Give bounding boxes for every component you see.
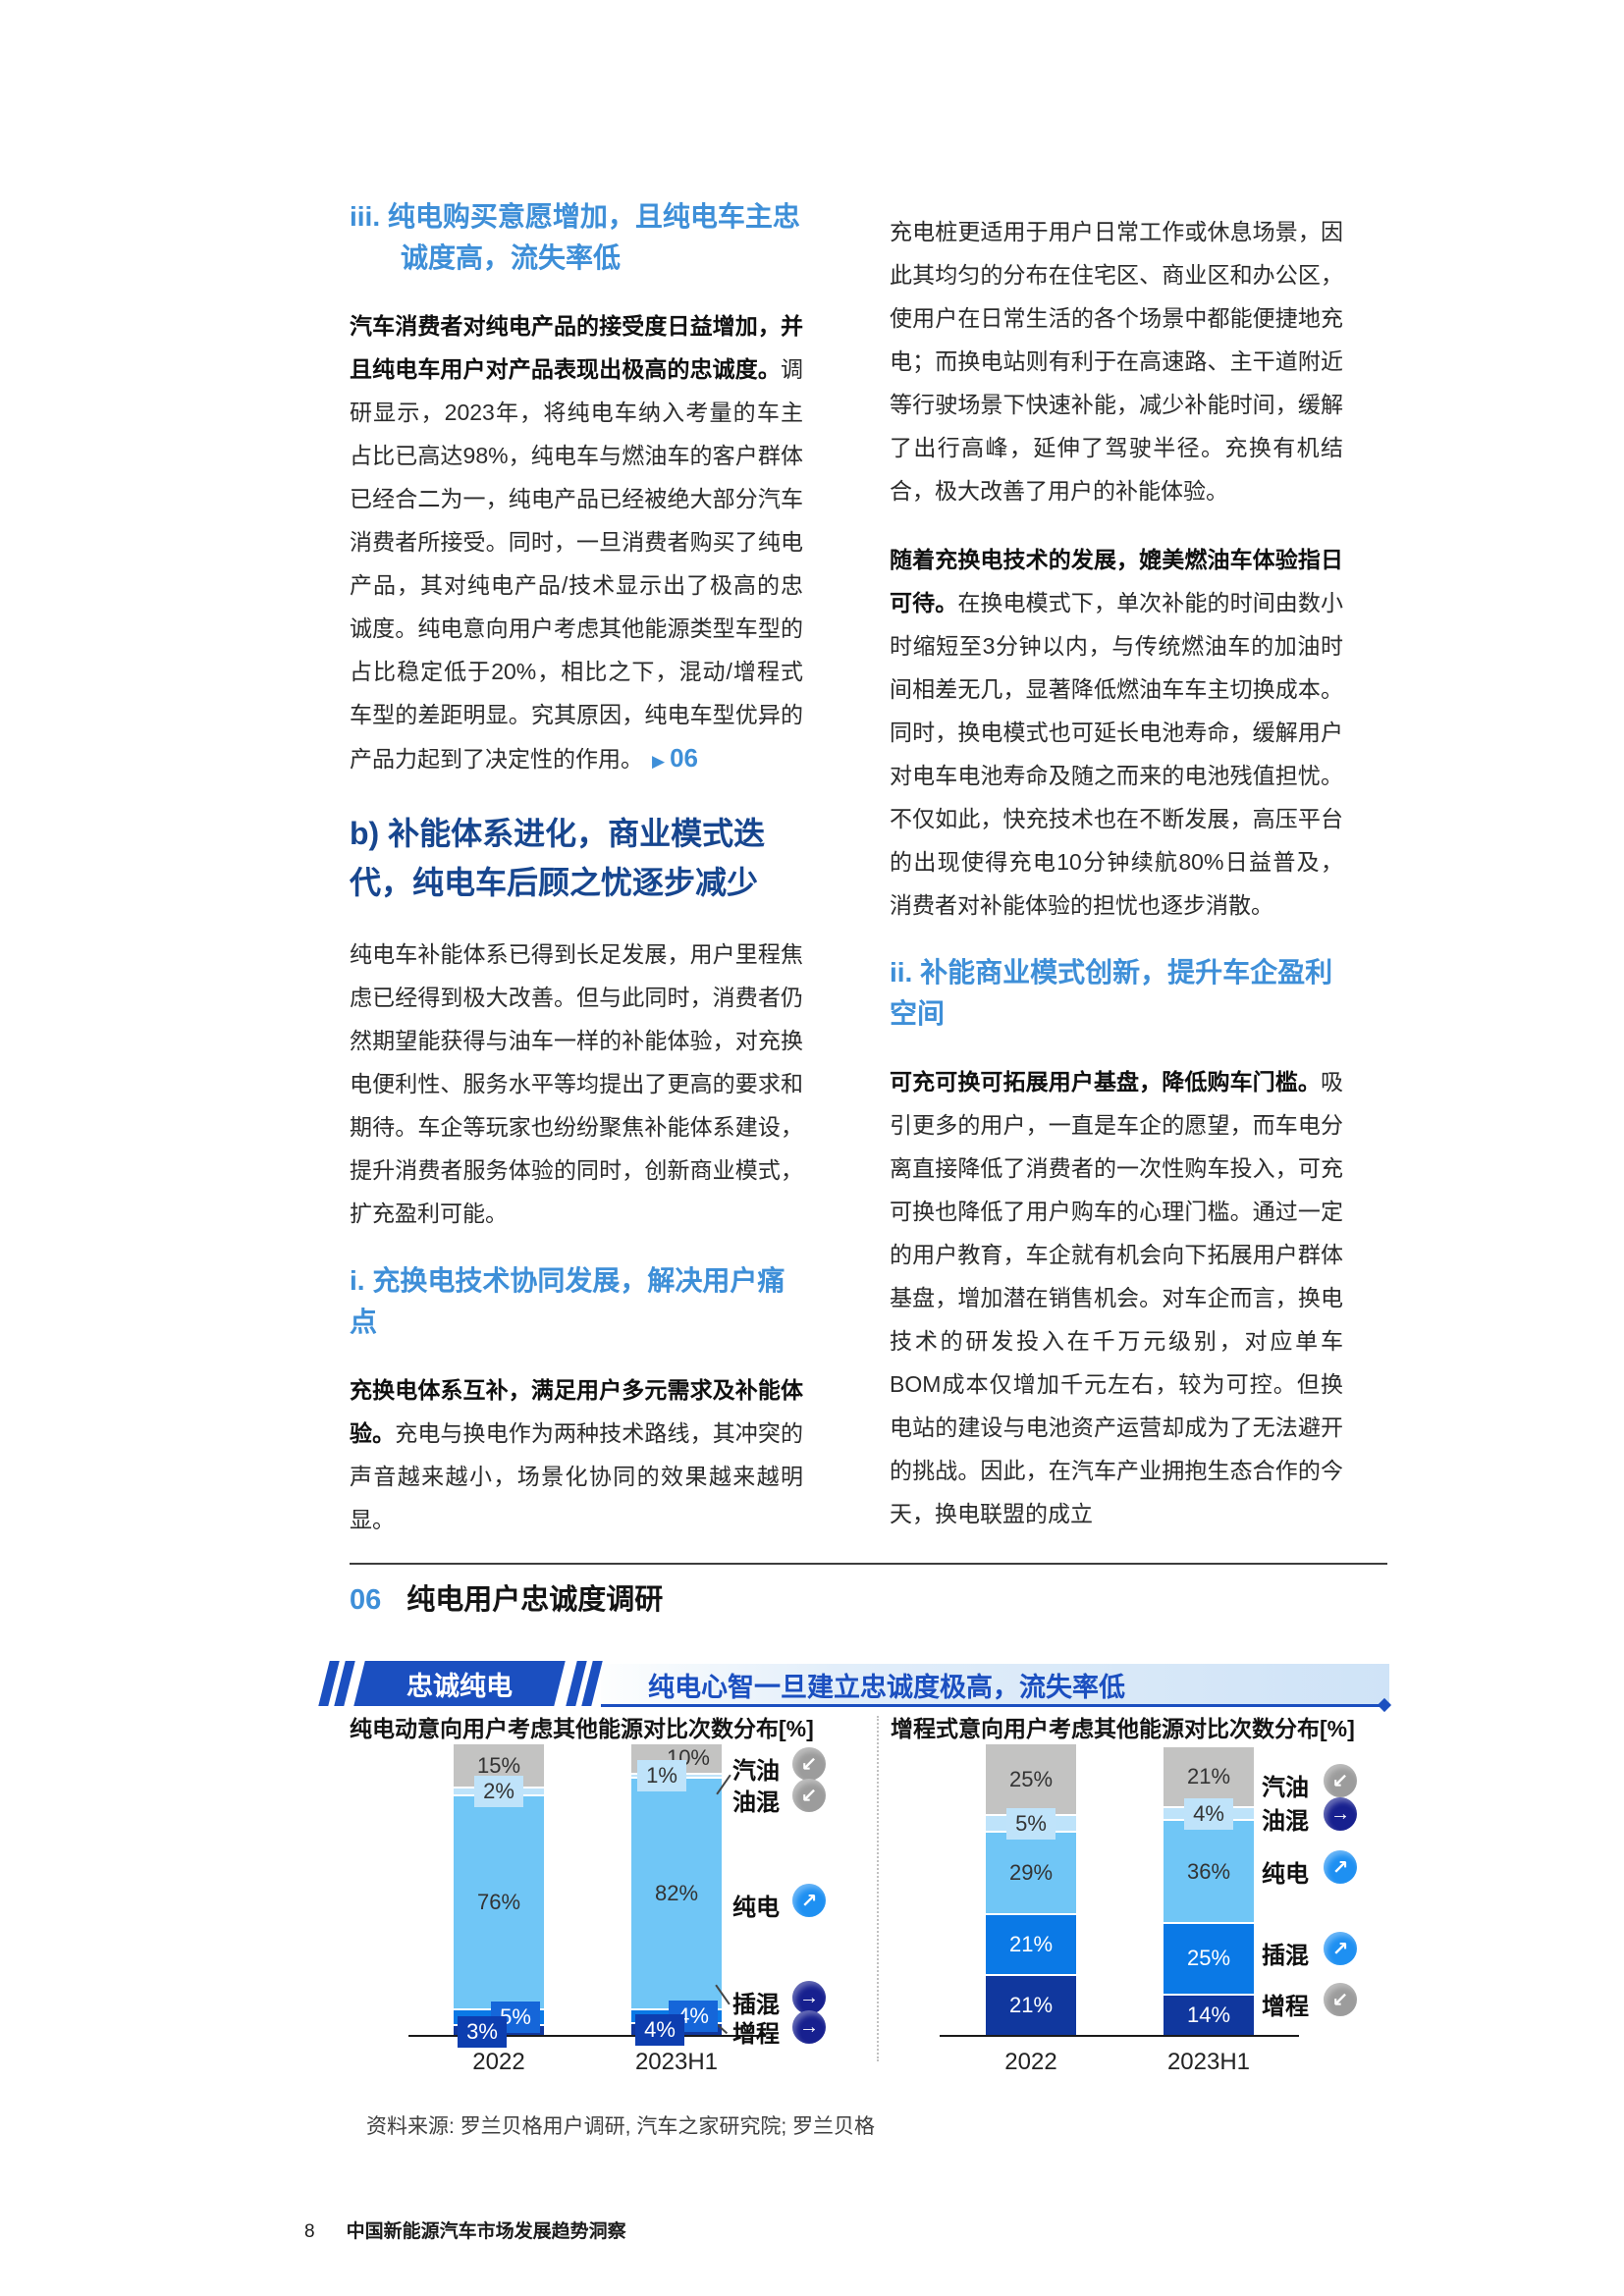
trend-down-icon: ↙ — [792, 1779, 826, 1812]
segment-value: 3% — [458, 2016, 507, 2049]
legend-label-bev: 纯电 — [1262, 1861, 1309, 1888]
segment-gasoline: 25% — [986, 1744, 1076, 1815]
segment-value: 2% — [474, 1775, 523, 1807]
segment-value: 1% — [637, 1760, 686, 1792]
segment-bev: 76% — [454, 1795, 544, 2009]
triangle-icon: ▶ — [652, 752, 666, 771]
trend-up-icon: ↗ — [1324, 1932, 1357, 1965]
segment-bev: 82% — [631, 1779, 722, 2009]
stacked-bar: 15% 2% 76% 5% 3% — [454, 1744, 544, 2049]
trend-flat-icon: → — [792, 2010, 826, 2044]
segment-value: 36% — [1186, 1858, 1231, 1884]
legend-label-erev: 增程 — [1262, 1994, 1309, 2020]
figure-header: 06 纯电用户忠诚度调研 — [350, 1576, 663, 1618]
segment-bev: 29% — [986, 1832, 1076, 1914]
segment-value: 76% — [476, 1889, 521, 1914]
legend-label-phev: 插混 — [732, 1992, 780, 2018]
section-heading-iii: iii. 纯电购买意愿增加，且纯电车主忠诚度高，流失率低 — [350, 201, 800, 273]
segment-value: 82% — [654, 1881, 699, 1906]
paragraph-business-model: 可充可换可拓展用户基盘，降低购车门槛。吸引更多的用户，一直是车企的愿望，而车电分… — [890, 1069, 1343, 1526]
segment-value: 21% — [1186, 1763, 1231, 1789]
badge-label: 忠诚纯电 — [406, 1671, 513, 1701]
trend-up-icon: ↗ — [792, 1884, 826, 1917]
category-label: 2023H1 — [634, 2049, 719, 2075]
paragraph-lead-bold: 可充可换可拓展用户基盘，降低购车门槛。 — [890, 1069, 1321, 1095]
segment-erev: 21% — [986, 1976, 1076, 2035]
trend-down-icon: ↙ — [1324, 1983, 1357, 2016]
segment-erev: 14% — [1164, 1996, 1254, 2035]
figure-number: 06 — [350, 1584, 382, 1616]
stacked-bar: 21% 4% 36% 25% 14% — [1164, 1747, 1254, 2035]
segment-value: 15% — [476, 1752, 521, 1778]
section-heading-b: b) 补能体系进化，商业模式迭代，纯电车后顾之忧逐步减少 — [350, 816, 766, 900]
segment-value: 25% — [1186, 1946, 1231, 1971]
segment-value: 21% — [1008, 1932, 1054, 1957]
segment-value: 4% — [635, 2013, 684, 2046]
trend-flat-icon: → — [1324, 1797, 1357, 1831]
paragraph-lead-bold: 随着充换电技术的发展，媲美燃油车体验指日可待。 — [890, 547, 1343, 615]
paragraph-charging-pile: 充电桩更适用于用户日常工作或休息场景，因此其均匀的分布在住宅区、商业区和办公区，… — [890, 219, 1343, 504]
left-column: iii. 纯电购买意愿增加，且纯电车主忠诚度高，流失率低 汽车消费者对纯电产品的… — [350, 196, 803, 1567]
segment-value: 4% — [1184, 1797, 1233, 1830]
source-note: 资料来源: 罗兰贝格用户调研, 汽车之家研究院; 罗兰贝格 — [366, 2115, 876, 2138]
paragraph-lead-bold: 汽车消费者对纯电产品的接受度日益增加，并且纯电车用户对产品表现出极高的忠诚度。 — [350, 313, 803, 382]
legend-label-gasoline: 汽油 — [1262, 1775, 1309, 1801]
chart-bev-intender-distribution: 纯电动意向用户考虑其他能源对比次数分布[%] 15% 2% 76% 5% 3% 2022 1… — [350, 1708, 899, 2179]
segment-gasoline: 21% — [1164, 1747, 1254, 1806]
segment-value: 21% — [1008, 1993, 1054, 2018]
legend-label-bev: 纯电 — [732, 1895, 780, 1921]
figure-banner: 忠诚纯电 纯电心智一旦建立忠诚度极高，流失率低 — [318, 1661, 1392, 1713]
x-axis — [408, 2035, 766, 2037]
trend-up-icon: ↗ — [1324, 1850, 1357, 1884]
page-number: 8 — [304, 2221, 315, 2242]
segment-bev: 36% — [1164, 1821, 1254, 1922]
chart-title: 纯电动意向用户考虑其他能源对比次数分布[%] — [350, 1716, 814, 1741]
legend-label-erev: 增程 — [732, 2021, 780, 2048]
segment-value: 29% — [1008, 1859, 1054, 1885]
segment-phev: 21% — [986, 1915, 1076, 1975]
legend-label-hev: 油混 — [732, 1789, 780, 1816]
trend-down-icon: ↙ — [792, 1747, 826, 1781]
trend-down-icon: ↙ — [1324, 1764, 1357, 1797]
paragraph-swap-tech: 随着充换电技术的发展，媲美燃油车体验指日可待。在换电模式下，单次补能的时间由数小… — [890, 547, 1344, 918]
stacked-bar: 10% 1% 82% 4% 4% — [631, 1744, 722, 2046]
segment-value: 5% — [1006, 1807, 1056, 1840]
legend-label-phev: 插混 — [1262, 1943, 1309, 1969]
paragraph-lead-bold: 充换电体系互补，满足用户多元需求及补能体验。 — [350, 1377, 803, 1446]
section-heading-i: i. 充换电技术协同发展，解决用户痛点 — [350, 1265, 785, 1337]
x-axis — [940, 2035, 1299, 2037]
category-label: 2023H1 — [1166, 2049, 1251, 2075]
figure-reference-06[interactable]: ▶ 06 — [652, 743, 698, 773]
paragraph-energy-system: 纯电车补能体系已得到长足发展，用户里程焦虑已经得到极大改善。但与此同时，消费者仍… — [350, 941, 803, 1226]
paragraph-loyalty: 汽车消费者对纯电产品的接受度日益增加，并且纯电车用户对产品表现出极高的忠诚度。调… — [350, 313, 803, 773]
chart-divider — [877, 1716, 879, 2061]
right-column: 充电桩更适用于用户日常工作或休息场景，因此其均匀的分布在住宅区、商业区和办公区，… — [890, 210, 1343, 1561]
chart-title: 增程式意向用户考虑其他能源对比次数分布[%] — [891, 1716, 1355, 1741]
category-label: 2022 — [1004, 2049, 1057, 2075]
document-title: 中国新能源汽车市场发展趋势洞察 — [346, 2221, 626, 2242]
section-heading-ii: ii. 补能商业模式创新，提升车企盈利空间 — [890, 957, 1333, 1029]
page-footer: 8 中国新能源汽车市场发展趋势洞察 — [304, 2216, 626, 2243]
paragraph-charging-swap: 充换电体系互补，满足用户多元需求及补能体验。充电与换电作为两种技术路线，其冲突的… — [350, 1377, 804, 1532]
segment-value: 14% — [1186, 2002, 1231, 2028]
trend-flat-icon: → — [792, 1981, 826, 2014]
stacked-bar: 25% 5% 29% 21% 21% — [986, 1744, 1076, 2035]
category-label: 2022 — [472, 2049, 525, 2075]
segment-value: 25% — [1008, 1766, 1054, 1791]
banner-text: 纯电心智一旦建立忠诚度极高，流失率低 — [648, 1672, 1125, 1702]
chart-erev-intender-distribution: 增程式意向用户考虑其他能源对比次数分布[%] 25% 5% 29% 21% 21% 202… — [891, 1708, 1401, 2179]
figure-title: 纯电用户忠诚度调研 — [406, 1584, 664, 1616]
banner-underline — [601, 1704, 1384, 1707]
segment-phev: 25% — [1164, 1923, 1254, 1995]
banner-gradient-band — [601, 1664, 1389, 1705]
figure-top-rule — [350, 1563, 1387, 1565]
legend-label-gasoline: 汽油 — [732, 1758, 780, 1785]
legend-label-hev: 油混 — [1262, 1808, 1309, 1835]
